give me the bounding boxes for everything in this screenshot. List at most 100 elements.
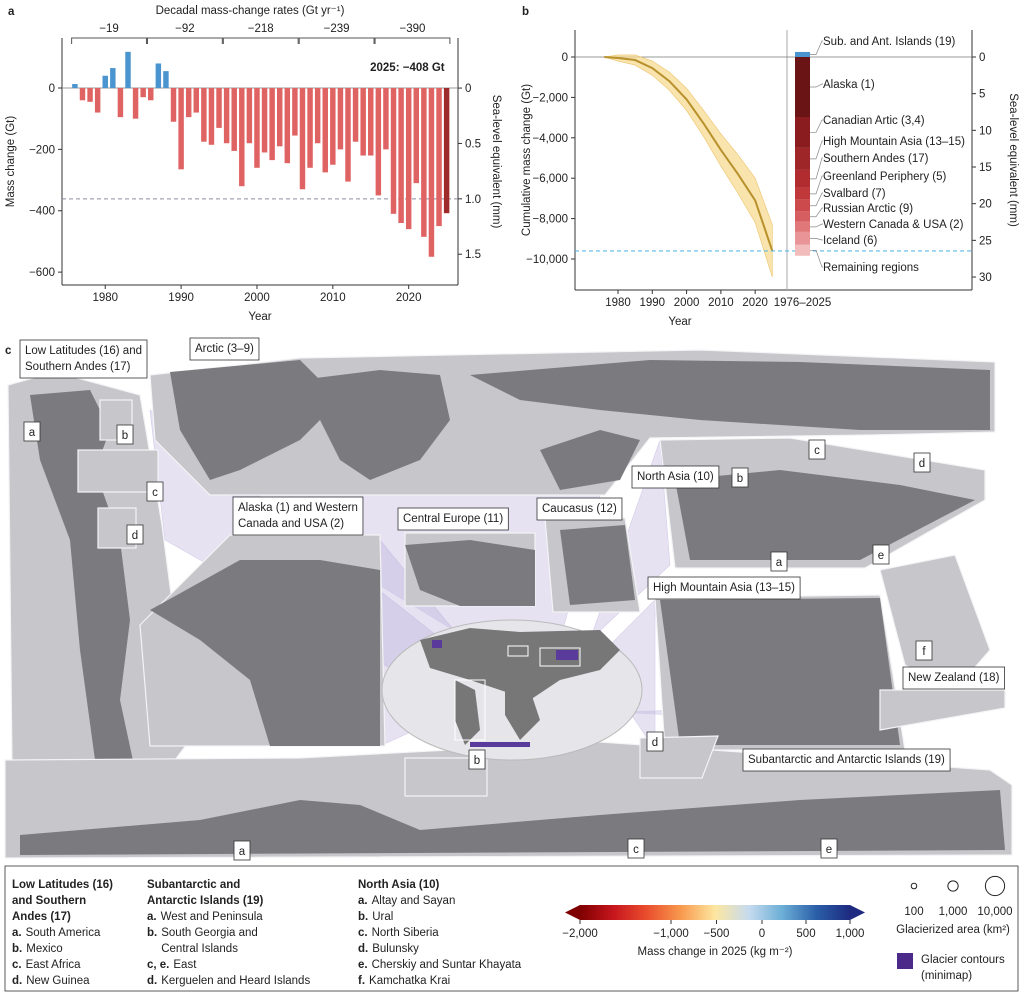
region-label-line: Caucasus (12)	[542, 503, 617, 515]
bar	[368, 88, 374, 156]
bar	[87, 88, 93, 102]
region-label-line: Canada and USA (2)	[238, 518, 344, 530]
legend-item-letter: d.	[12, 975, 22, 987]
colorbar-tick-label: 0	[759, 928, 765, 940]
stacked-segment	[795, 199, 810, 212]
colorbar-tick-label: −2,000	[562, 928, 598, 940]
minimap-frame	[539, 647, 581, 667]
legend-item: c. East Africa	[12, 959, 81, 971]
x-tick-label: 2020	[396, 292, 422, 304]
legend-item-name: Kerguelen and Heard Islands	[161, 975, 310, 987]
x-tick-label: 1980	[92, 292, 118, 304]
legend-group-title: North Asia (10)	[358, 879, 440, 891]
size-circle	[947, 880, 959, 892]
legend-item-name: Ural	[372, 911, 393, 923]
uncertainty-band	[604, 54, 773, 278]
bar	[375, 88, 382, 196]
bar	[299, 88, 306, 190]
land	[660, 598, 900, 745]
y2-axis-label: Sea-level equivalent (mm)	[490, 95, 502, 229]
legend-group-title: Low Latitudes (16) and Southern Andes (17)	[12, 879, 113, 923]
inset-letter: e	[826, 844, 832, 856]
legend-item-name: South America	[26, 927, 101, 939]
x-tick-label: 2000	[674, 297, 700, 309]
region-label-line: Southern Andes (17)	[25, 361, 131, 373]
bar	[239, 88, 245, 187]
legend-group-title-line: Antarctic Islands (19)	[147, 895, 263, 907]
y-tick-label: −200	[29, 144, 55, 156]
bar	[345, 88, 351, 182]
bar	[170, 88, 177, 122]
y-tick-label: −6,000	[533, 173, 569, 185]
inset-letter: d	[919, 458, 925, 470]
bar	[148, 88, 154, 101]
bar	[94, 88, 101, 113]
legend-item: a. West and Peninsula	[147, 911, 263, 923]
bar	[330, 88, 336, 165]
segment-label: Alaska (1)	[823, 79, 875, 91]
legend-item-letter: c.	[12, 959, 22, 971]
legend-item: b. South Georgia and Central Islands	[147, 927, 258, 955]
bar	[185, 88, 192, 118]
y-tick-label: −600	[29, 267, 55, 279]
bar	[155, 63, 162, 89]
bar	[117, 88, 124, 118]
bar	[223, 88, 230, 144]
legend-box	[4, 865, 1019, 992]
letter-box	[731, 467, 749, 488]
legend-item: a. South America	[12, 927, 101, 939]
stacked-segment	[795, 116, 810, 148]
inset-letter: b	[737, 473, 743, 485]
letter-box	[913, 452, 931, 473]
label-box	[631, 465, 720, 489]
minimap-land	[455, 680, 480, 745]
inset-letter: c	[152, 487, 158, 499]
inset-letter: a	[776, 557, 783, 569]
x-tick-label: 2010	[320, 292, 346, 304]
stacked-segment	[795, 231, 810, 245]
legend-item-name: Bulunsky	[372, 943, 419, 955]
leader-line	[810, 192, 823, 207]
panel-label: a	[8, 6, 15, 18]
land	[675, 470, 975, 560]
leader-line	[810, 140, 823, 160]
colorbar-label: Mass change in 2025 (kg m⁻²)	[638, 946, 793, 958]
decade-rate: −218	[248, 23, 274, 35]
bar	[421, 88, 427, 237]
y2-tick-label: 30	[979, 272, 992, 284]
leader-line	[810, 83, 823, 88]
letter-box	[770, 551, 788, 572]
leader-line	[810, 249, 823, 268]
segment-label: Southern Andes (17)	[823, 153, 929, 165]
legend-item-letter: d.	[358, 943, 368, 955]
size-tick-label: 100	[904, 906, 923, 918]
letter-box	[116, 424, 134, 445]
inset-letter: b	[122, 430, 128, 442]
region-label: Alaska (1) and Western Canada and USA (2)	[238, 502, 358, 530]
legend-item-name: South Georgia and	[161, 927, 258, 939]
y-axis-label: Cumulative mass change (Gt)	[521, 84, 533, 236]
y-tick-label: −400	[29, 206, 55, 218]
bar	[284, 88, 291, 164]
y-tick-label: 0	[49, 83, 55, 95]
y-tick-label: −4,000	[533, 133, 569, 145]
inset-letter: c	[633, 844, 639, 856]
bar	[254, 88, 260, 168]
segment-label: Sub. and Ant. Islands (19)	[823, 36, 956, 48]
stacked-segment	[795, 51, 810, 58]
region-label-line: North Asia (10)	[637, 471, 714, 483]
size-circle	[910, 882, 918, 890]
bar	[413, 88, 420, 184]
colorbar-tick-label: −1,000	[653, 928, 689, 940]
bar	[269, 88, 275, 161]
stacked-segment	[795, 221, 810, 232]
inset-letter: a	[29, 427, 36, 439]
y-tick-label: −8,000	[533, 214, 569, 226]
legend-item-name: Kamchatka Krai	[369, 975, 450, 987]
x-tick-label: 1990	[168, 292, 194, 304]
legend-group-title-line: and Southern	[12, 895, 86, 907]
bar	[246, 88, 253, 144]
legend-item: e. Cherskiy and Suntar Khayata	[358, 959, 522, 971]
y-axis-label: Mass change (Gt)	[5, 116, 17, 208]
land	[170, 360, 340, 480]
